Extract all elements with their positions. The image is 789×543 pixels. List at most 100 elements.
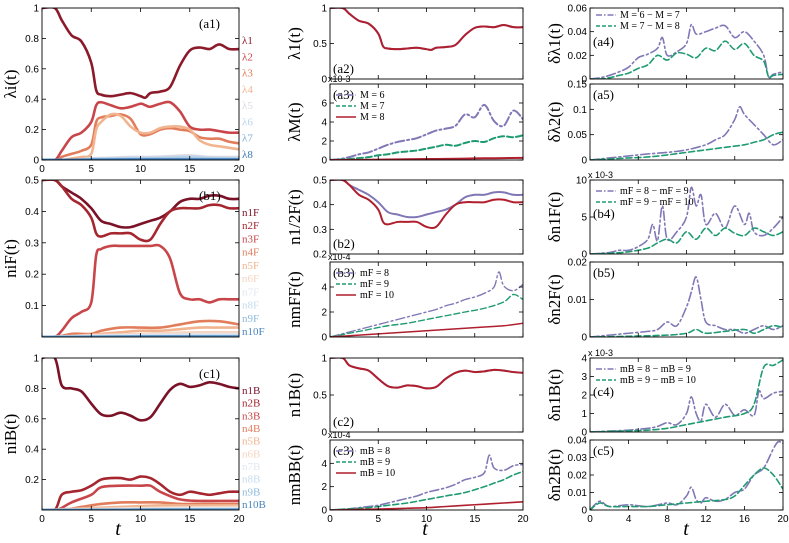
series-end-label: λ6 [242, 116, 253, 128]
x-tick-label: 10 [421, 514, 433, 525]
panel-label-b3: (b3) [333, 265, 355, 280]
series-line-b1-4 [42, 319, 239, 337]
y-axis-label-b4: δn1F(t) [545, 192, 564, 243]
y-tick-label: 0.8 [25, 34, 39, 45]
series-end-label: n9F [242, 313, 259, 325]
series-line-a4-2 [590, 40, 783, 79]
y-tick-label: 4 [321, 283, 327, 294]
x-tick-label: 8 [664, 514, 670, 525]
x-tick-label: 15 [469, 514, 481, 525]
y-tick-label: 1 [321, 4, 327, 15]
series-line-a3-1 [330, 103, 523, 160]
series-line-b3-1 [330, 271, 523, 337]
series-end-label: n5F [242, 260, 259, 272]
series-end-label: n8F [242, 300, 259, 312]
panel-label-c4: (c4) [593, 384, 614, 399]
y-axis-label-a2: λ1(t) [285, 27, 304, 60]
x-tick-label: 20 [777, 514, 789, 525]
y-tick-label: 2 [581, 391, 587, 402]
series-line-c2-2 [330, 358, 523, 390]
series-end-label: n3F [242, 233, 259, 245]
legend-label: mB = 8 [360, 446, 390, 457]
y-tick-label: 0.06 [568, 4, 588, 15]
series-line-a2-1 [330, 8, 523, 51]
y-axis-label-b1: niF(t) [1, 239, 20, 278]
panel-c4: 0 1 2 3 4 δn1B(t) (c4) x 10-3 mB = 8 − mB = 9mB … [545, 348, 784, 439]
x-tick-label: 0 [39, 164, 45, 175]
series-end-label: n1B [242, 385, 260, 397]
y-axis-label-c3: nmBB(t) [285, 445, 304, 505]
y-tick-label: 0 [581, 333, 587, 344]
scale-factor-label-a3: x10-3 [328, 74, 351, 84]
legend-label: mB = 9 [360, 457, 390, 468]
x-tick-label: 12 [700, 514, 712, 525]
scale-factor-label-c3: x10-4 [328, 430, 351, 440]
y-tick-label: 0.1 [573, 105, 587, 116]
y-axis-label-b3: nmFF(t) [285, 271, 304, 328]
panel-a5: 0 0.05 0.1 0.15 δλ2(t) (a5) [545, 80, 784, 167]
series-line-b1-1 [42, 180, 239, 229]
series-end-label: n3B [242, 410, 260, 422]
panel-c5: 0 0.01 0.02 0.03 0.04 0 4 8 12 16 20 δn2B(t) (c5) [545, 436, 789, 526]
legend-label: mB = 8 − mB = 9 [620, 364, 691, 375]
y-tick-label: 0 [581, 250, 587, 261]
y-axis-label-a3: λM(t) [285, 102, 304, 141]
panel-c3: 0 2 4 0 5 10 15 20 nmBB(t) (c3) x10-4 mB = 8mB = 9m… [285, 430, 529, 525]
x-tick-label: 15 [184, 164, 196, 175]
panel-label-c1: (c1) [199, 366, 220, 381]
y-tick-label: 0.05 [568, 130, 588, 141]
x-axis-label-col3: t [683, 518, 689, 540]
series-line-c1-2 [42, 475, 239, 510]
panel-label-b5: (b5) [593, 265, 615, 280]
series-line-b2-1 [330, 180, 523, 219]
series-line-b1-3 [42, 243, 239, 337]
series-line-b2-2 [330, 180, 523, 229]
series-line-a1-1 [42, 8, 239, 100]
series-line-b5-2 [590, 324, 783, 337]
series-line-b5-1 [590, 276, 783, 337]
panel-a3: 0 2 4 6 λM(t) (a3) x10-3 M = 6M = 7M = 8 [285, 74, 524, 167]
x-tick-label: 0 [327, 514, 333, 525]
panel-b3: 0 2 4 nmFF(t) (b3) x10-4 mF = 8mF = 9mF = 10 [285, 252, 524, 344]
series-line-c4-1 [590, 390, 783, 432]
series-line-b3-3 [330, 322, 523, 337]
x-tick-label: 0 [587, 514, 593, 525]
axes-frame-a5 [589, 83, 784, 161]
series-end-label: λ5 [242, 100, 253, 112]
y-tick-label: 0.01 [568, 295, 588, 306]
series-end-label: n8B [242, 474, 260, 486]
series-end-label: n4B [242, 423, 260, 435]
x-tick-label: 4 [626, 514, 632, 525]
y-tick-label: 0.02 [568, 471, 588, 482]
y-tick-label: 0.4 [25, 207, 39, 218]
legend-label: mF = 8 [360, 268, 389, 279]
y-tick-label: 6 [321, 99, 327, 110]
y-tick-label: 0.01 [568, 488, 588, 499]
y-tick-label: 0 [581, 428, 587, 439]
y-axis-label-c4: δn1B(t) [545, 369, 564, 421]
axes-frame-a2 [329, 7, 524, 80]
series-end-label: n2B [242, 398, 260, 410]
panel-label-a4: (a4) [593, 34, 614, 49]
panel-a4: 0 0.02 0.04 0.06 δλ1(t) (a4) M = 6 − M = 7M = … [545, 4, 784, 86]
legend-label: mF = 9 [360, 279, 389, 290]
y-axis-label-c2: n1B(t) [285, 373, 304, 417]
y-axis-label-b2: n1/2F(t) [285, 189, 304, 245]
y-tick-label: 0.5 [313, 391, 327, 402]
y-tick-label: 0.15 [568, 80, 588, 91]
x-tick-label: 5 [88, 514, 94, 525]
series-line-c3-2 [330, 470, 523, 510]
panel-c1: 0.20.40.60.810 5 10 15 20niB(t)(c1)n1Bn2Bn3B… [1, 354, 266, 526]
y-tick-label: 0.8 [25, 384, 39, 395]
series-line-b1-2 [42, 180, 239, 243]
series-end-label: n2F [242, 220, 259, 232]
y-tick-label: 0 [581, 156, 587, 167]
y-tick-label: 0.6 [25, 414, 39, 425]
series-end-label: n7F [242, 286, 259, 298]
series-line-b4-1 [590, 186, 783, 254]
series-line-c3-1 [330, 454, 523, 510]
y-tick-label: 0.4 [25, 445, 39, 456]
legend-label: mB = 9 − mB = 10 [620, 375, 696, 386]
series-line-a1-4 [42, 112, 239, 160]
